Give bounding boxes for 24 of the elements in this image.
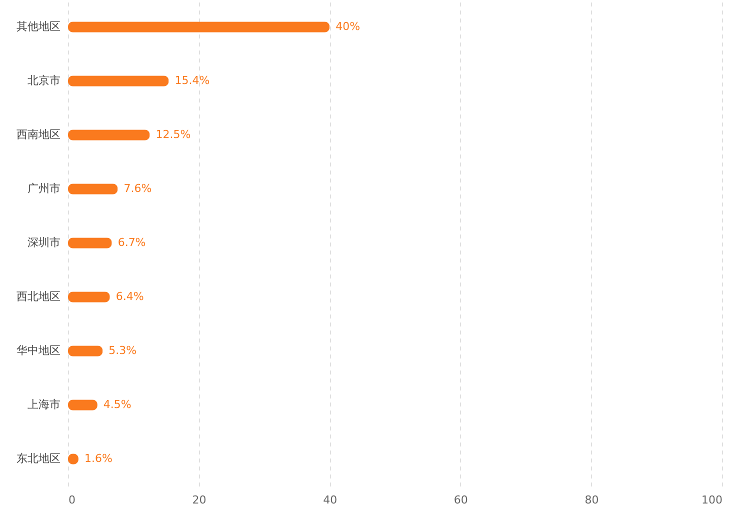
y-tick-label: 上海市 [28, 398, 60, 411]
data-label: 15.4% [174, 74, 210, 87]
data-label: 4.5% [103, 398, 132, 411]
x-tick-label: 100 [702, 494, 722, 506]
y-tick-label: 其他地区 [16, 20, 60, 33]
data-label: 7.6% [124, 182, 152, 195]
y-tick-label: 华中地区 [16, 344, 60, 357]
x-tick-label: 60 [454, 494, 468, 506]
y-tick-label: 深圳市 [28, 236, 60, 249]
data-label: 5.3% [108, 344, 137, 357]
y-tick-label: 东北地区 [16, 452, 60, 465]
x-tick-label: 20 [192, 494, 206, 506]
x-tick-label: 80 [584, 494, 599, 506]
data-label: 6.4% [116, 290, 144, 303]
x-tick-label: 40 [323, 494, 338, 506]
data-label: 1.6% [84, 452, 112, 465]
data-label: 12.5% [156, 128, 191, 141]
y-tick-label: 西南地区 [16, 128, 60, 141]
data-label: 40% [336, 20, 360, 33]
x-tick-label: 0 [68, 494, 76, 506]
y-tick-label: 西北地区 [16, 290, 60, 303]
y-tick-label: 北京市 [28, 74, 60, 87]
data-label: 6.7% [118, 236, 146, 249]
y-tick-label: 广州市 [28, 182, 60, 195]
